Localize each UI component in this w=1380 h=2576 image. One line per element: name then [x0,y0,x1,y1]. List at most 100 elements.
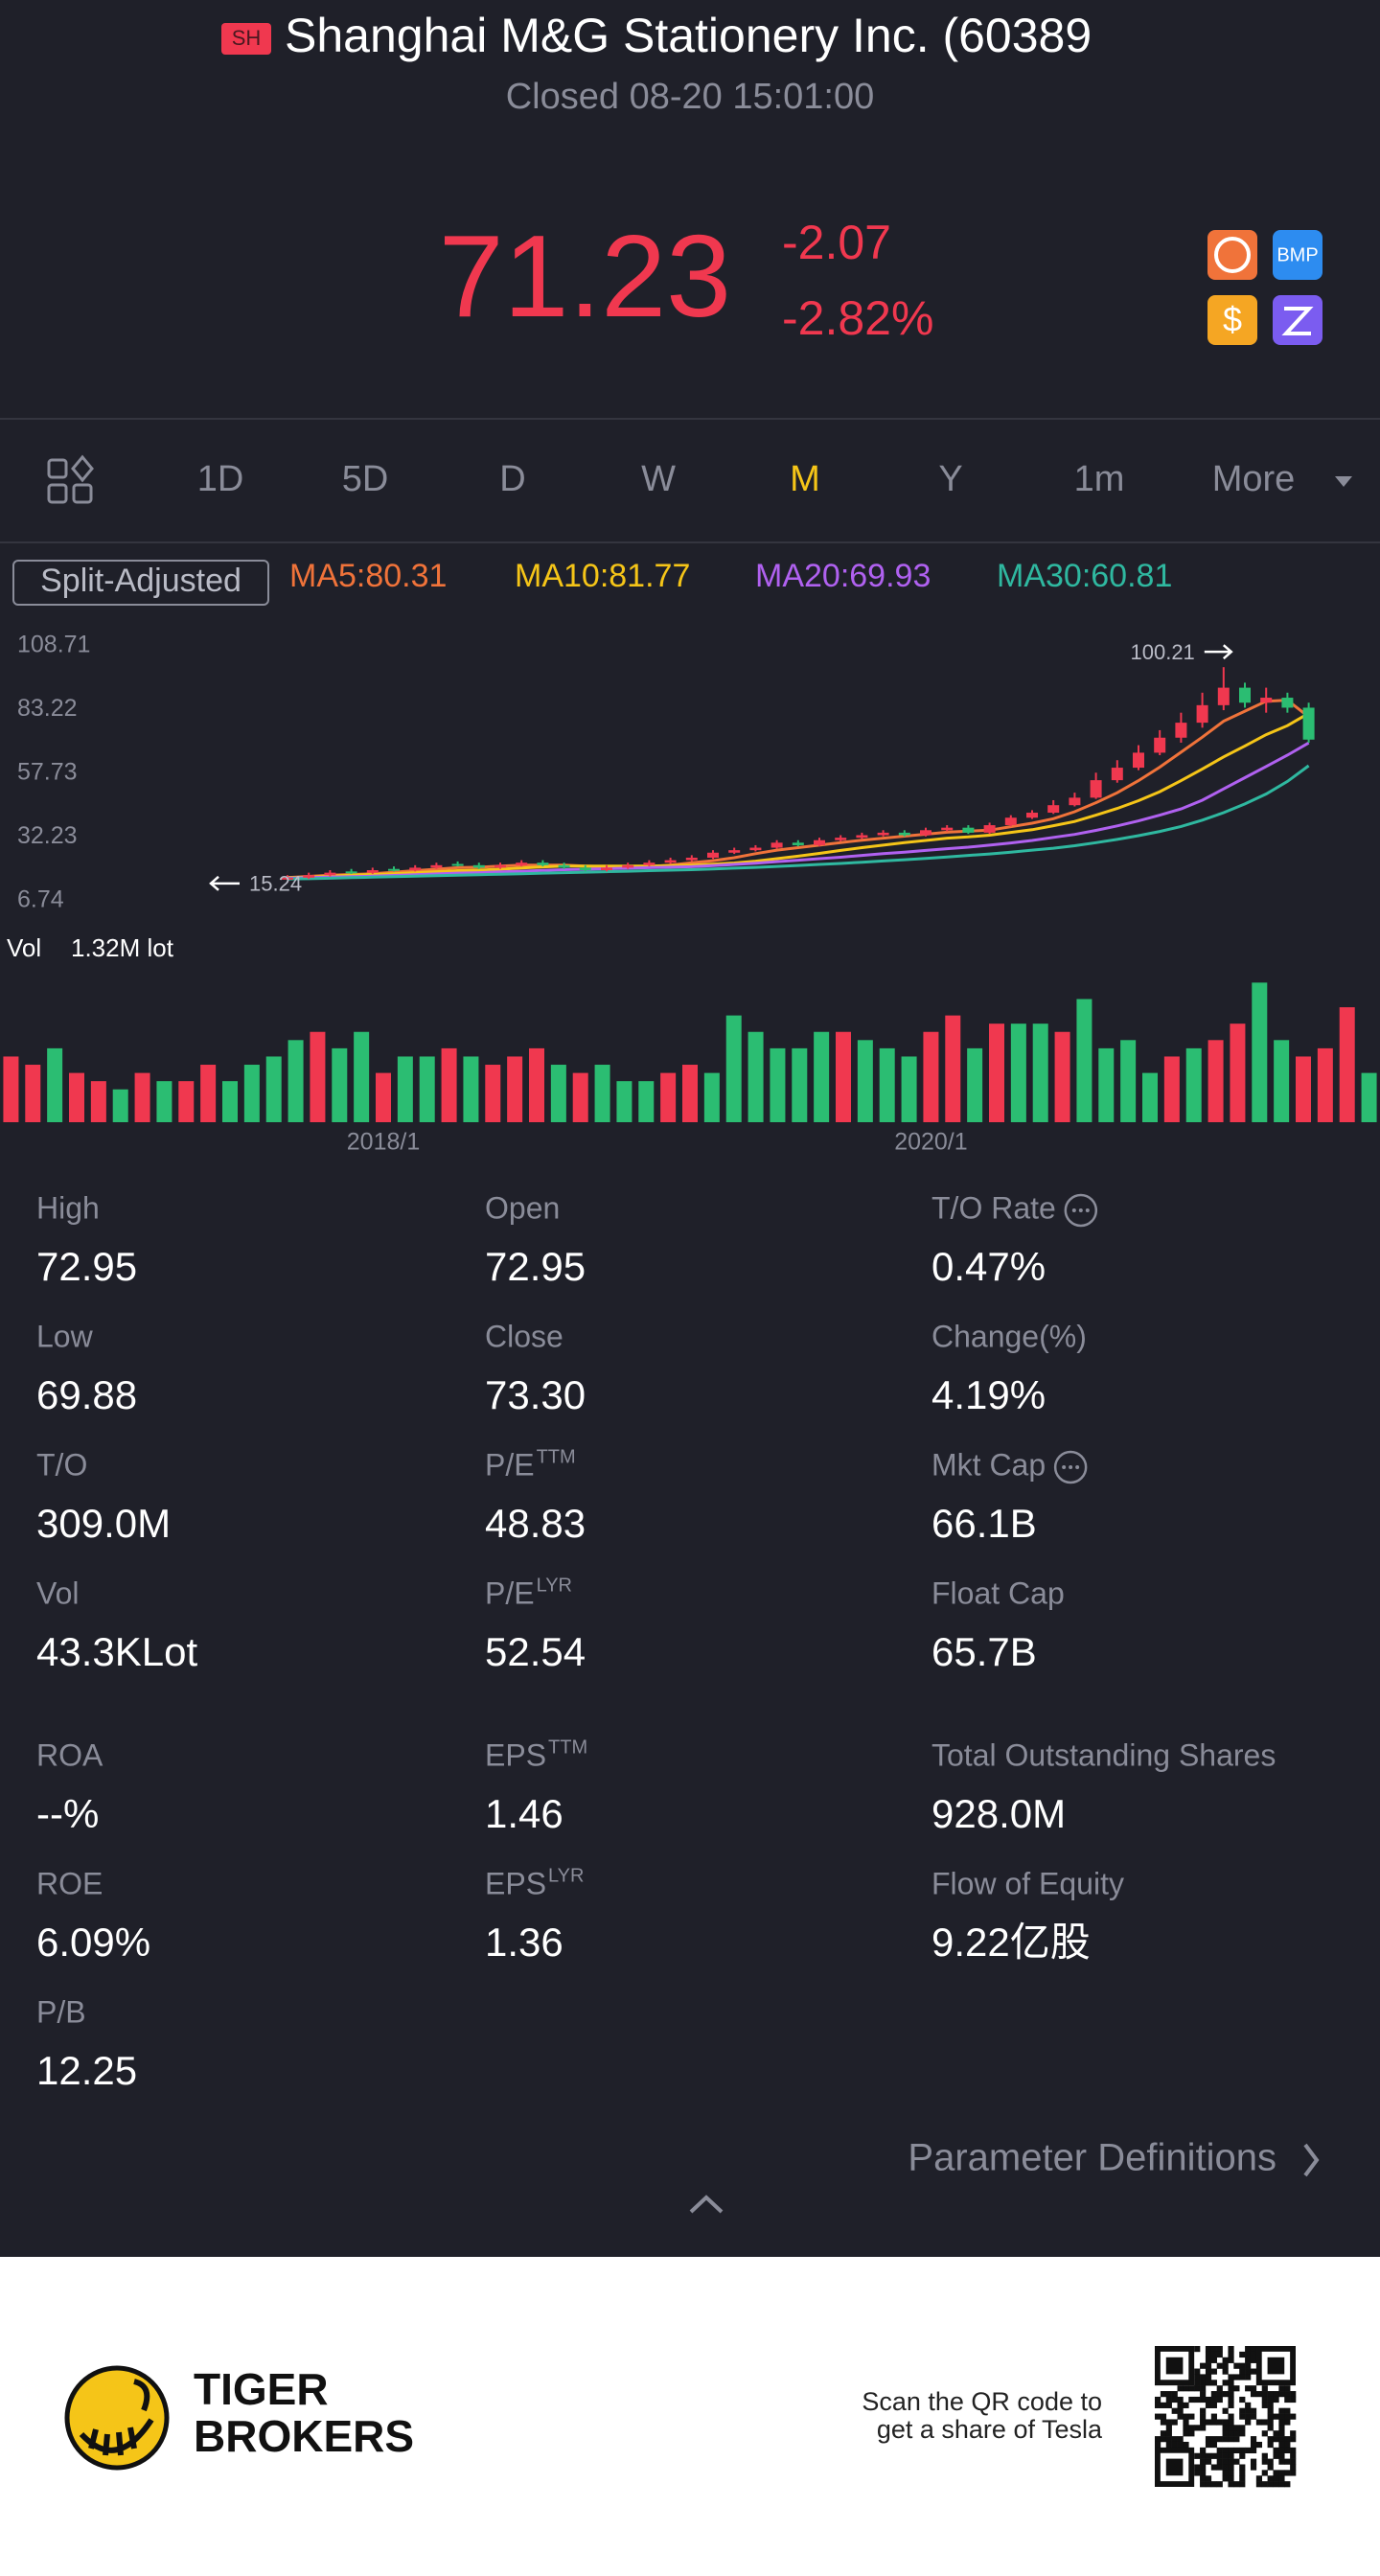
parameter-link[interactable]: Parameter Definitions [908,2137,1276,2179]
adjust-label[interactable]: Split-Adjusted [40,563,242,599]
candle-body [409,867,422,871]
more-arrow[interactable] [1335,476,1352,487]
qr-module [1216,2481,1223,2488]
timeframe-tab[interactable]: 1D [197,459,244,499]
qr-module [1261,2385,1268,2392]
qr-module [1273,2475,1279,2482]
brand-logo [64,2365,170,2471]
stat-value: 43.3KLot [36,1629,197,1674]
stat-label-sup: TTM [548,1736,587,1758]
qr-module [1284,2396,1291,2404]
brand-logo-stripes [79,2379,154,2456]
qr-module [1200,2413,1207,2420]
qr-code [1154,2345,1297,2488]
info-dot [1078,1208,1083,1212]
qr-module [1210,2368,1217,2375]
info-icon[interactable] [1064,1193,1098,1228]
qr-module [1160,2402,1167,2408]
qr-module [1210,2351,1217,2358]
stat-value: 72.95 [485,1244,586,1289]
qr-module [1278,2470,1285,2476]
ma-line [287,741,1310,880]
info-icon[interactable] [1053,1450,1088,1484]
qr-module [1278,2413,1285,2420]
qr-module [1165,2396,1172,2404]
timeframe-tab[interactable]: Y [938,459,962,499]
timeframe-tab[interactable]: W [641,459,676,499]
timeframe-tab[interactable]: More [1212,459,1296,499]
qr-module [1284,2447,1291,2454]
qr-module [1228,2475,1234,2482]
feature-icon[interactable] [1208,295,1257,345]
qr-module [1273,2447,1279,2454]
qr-module [1183,2413,1189,2420]
qr-module [1228,2380,1234,2386]
volume-bar [550,1065,566,1122]
ma-legend: MA5:80.31 [289,558,447,594]
volume-bar [1208,1040,1224,1122]
qr-module [1200,2396,1207,2404]
qr-module [1233,2430,1240,2437]
volume-bar [507,1056,523,1122]
candle-body [1069,797,1081,806]
qr-module [1245,2346,1252,2353]
qr-module [1200,2458,1207,2465]
qr-module [1222,2452,1229,2459]
timeframe-tab[interactable]: 1m [1074,459,1125,499]
qr-module [1233,2447,1240,2454]
feature-icon[interactable] [1273,230,1322,280]
stat-value: 66.1B [932,1501,1037,1546]
stat-label: Float Cap [932,1576,1065,1610]
min-label: 15.24 [249,872,302,896]
qr-module [1228,2452,1234,2459]
candle-body [856,835,868,839]
y-tick-label: 57.73 [17,759,78,786]
volume-bar [594,1065,610,1122]
qr-module [1228,2374,1234,2380]
adjust-box[interactable] [12,560,269,606]
qr-module [1261,2481,1268,2488]
collapse-caret[interactable] [689,2195,724,2214]
stat-value: 12.25 [36,2048,137,2093]
volume-bar [419,1056,435,1122]
qr-finder [1165,2458,1184,2476]
qr-module [1216,2362,1223,2369]
qr-module [1222,2430,1229,2437]
layout-icon[interactable] [47,454,94,504]
qr-module [1245,2447,1252,2454]
qr-module [1183,2430,1189,2437]
qr-module [1222,2475,1229,2482]
qr-module [1222,2407,1229,2414]
qr-module [1205,2402,1212,2408]
ma-legend: MA30:60.81 [997,558,1172,594]
qr-module [1239,2362,1246,2369]
qr-module [1200,2419,1207,2426]
qr-module [1200,2425,1207,2431]
volume-bar [310,1031,326,1122]
qr-module [1278,2425,1285,2431]
qr-module [1245,2357,1252,2363]
timeframe-tab[interactable]: M [790,459,820,499]
qr-module [1155,2396,1162,2404]
qr-module [1155,2413,1162,2420]
qr-module [1250,2346,1257,2353]
qr-module [1245,2362,1252,2369]
volume-bar [572,1072,588,1122]
qr-module [1222,2425,1229,2431]
qr-module [1205,2475,1212,2482]
qr-module [1239,2351,1246,2358]
qr-module [1210,2441,1217,2449]
qr-module [1250,2464,1257,2471]
info-dot [1085,1208,1090,1212]
qr-module [1233,2481,1240,2488]
qr-module [1228,2357,1234,2363]
qr-module [1183,2419,1189,2426]
link-chevron[interactable] [1303,2143,1320,2177]
x-tick-label: 2018/1 [347,1129,420,1156]
qr-module [1284,2391,1291,2398]
qr-module [1205,2351,1212,2358]
candle-body [728,850,741,853]
qr-module [1273,2430,1279,2437]
timeframe-tab[interactable]: 5D [342,459,389,499]
timeframe-tab[interactable]: D [499,459,525,499]
